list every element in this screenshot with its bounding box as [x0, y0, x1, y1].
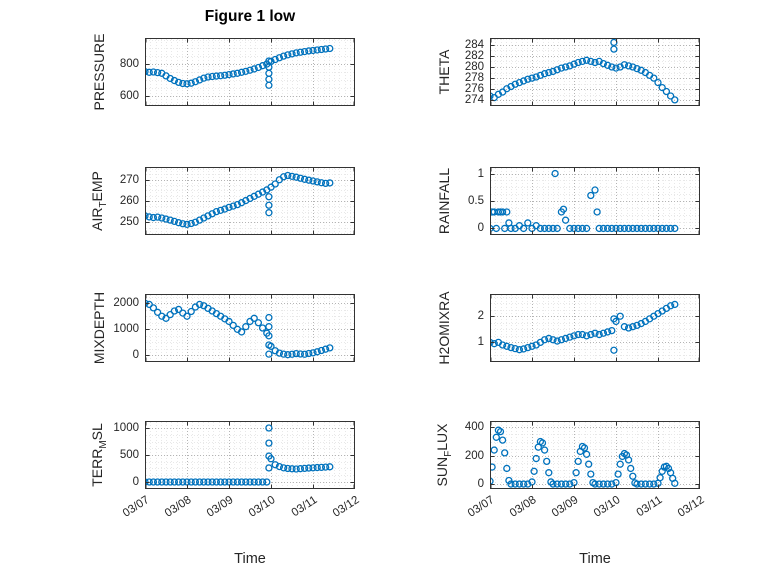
y-tick-label: 1	[477, 336, 484, 349]
x-tick-label: 03/08	[507, 494, 539, 520]
pressure-plot	[145, 38, 355, 106]
x-tick-label: 03/12	[330, 494, 362, 520]
x-axis-label-left: Time	[234, 551, 266, 567]
x-tick-label: 03/10	[591, 494, 623, 520]
terr-msl-plot	[145, 421, 355, 489]
figure-title: Figure 1 low	[204, 8, 296, 25]
h2omixra-ylabel: H2OMIXRA	[436, 291, 452, 365]
x-tick-label: 03/11	[289, 494, 320, 520]
y-tick-label: 280	[464, 60, 484, 73]
y-tick-label: 282	[464, 49, 484, 62]
subplot-terr-msl: TERRMSL 0 500 1000 03/07 03/08 03/09 03/10 03/1…	[89, 421, 362, 520]
subplot-theta: THETA 274 276 278 280 282 284	[436, 38, 700, 106]
y-tick-label: 0	[477, 222, 484, 235]
y-tick-label: 274	[464, 94, 484, 107]
x-tick-label: 03/08	[162, 494, 194, 520]
y-tick-label: 2000	[113, 297, 139, 310]
mixdepth-plot	[145, 294, 355, 362]
subplot-pressure: PRESSURE 600 800	[91, 33, 355, 111]
air-temp-plot	[145, 167, 355, 235]
sun-flux-plot	[490, 421, 700, 489]
y-tick-label: 270	[119, 173, 139, 186]
subplot-sun-flux: SUNFLUX 0 200 400 03/07 03/08 03/09 03/10 03/11…	[434, 421, 707, 520]
y-tick-label: 284	[464, 38, 484, 51]
y-tick-label: 0	[132, 475, 139, 488]
subplot-air-temp: AIRTEMP 250 260 270	[89, 167, 355, 235]
subplot-mixdepth: MIXDEPTH 0 1000 2000	[91, 292, 355, 364]
y-tick-label: 260	[119, 195, 139, 207]
x-tick-label: 03/07	[120, 494, 152, 520]
x-tick-label: 03/12	[675, 494, 707, 520]
subplot-h2omixra: H2OMIXRA 1 2	[436, 291, 700, 365]
rainfall-plot	[490, 167, 700, 235]
x-tick-label: 03/09	[549, 494, 581, 520]
y-tick-label: 2	[477, 310, 484, 323]
y-tick-label: 276	[464, 83, 484, 96]
y-tick-label: 800	[119, 57, 139, 70]
x-tick-label: 03/07	[465, 494, 497, 520]
y-tick-label: 278	[464, 72, 484, 85]
y-tick-label: 200	[464, 449, 484, 462]
y-tick-label: 600	[119, 90, 139, 103]
x-tick-label: 03/09	[204, 494, 236, 520]
y-tick-label: 400	[464, 421, 484, 434]
h2omixra-plot	[490, 294, 700, 362]
x-tick-label: 03/11	[634, 494, 665, 520]
y-tick-label: 1000	[113, 323, 139, 336]
x-tick-label: 03/10	[246, 494, 278, 520]
y-tick-label: 1	[477, 167, 484, 180]
y-tick-label: 0	[132, 349, 139, 362]
subplot-rainfall: RAINFALL 0 0.5 1	[436, 167, 700, 235]
y-tick-label: 0.5	[468, 195, 484, 207]
y-tick-label: 1000	[113, 422, 139, 435]
x-axis-label-right: Time	[579, 551, 611, 567]
y-tick-label: 500	[119, 449, 139, 461]
theta-plot	[490, 38, 700, 106]
y-tick-label: 0	[477, 478, 484, 491]
y-tick-label: 250	[119, 216, 139, 229]
